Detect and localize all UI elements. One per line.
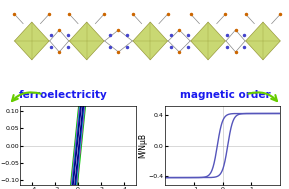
Polygon shape (14, 22, 49, 60)
Polygon shape (191, 22, 225, 60)
Polygon shape (69, 22, 104, 60)
Text: magnetic order: magnetic order (180, 91, 271, 100)
Polygon shape (133, 22, 168, 60)
Text: ferroelectricity: ferroelectricity (19, 91, 108, 100)
Polygon shape (246, 22, 280, 60)
Y-axis label: M/NμB: M/NμB (138, 133, 147, 158)
